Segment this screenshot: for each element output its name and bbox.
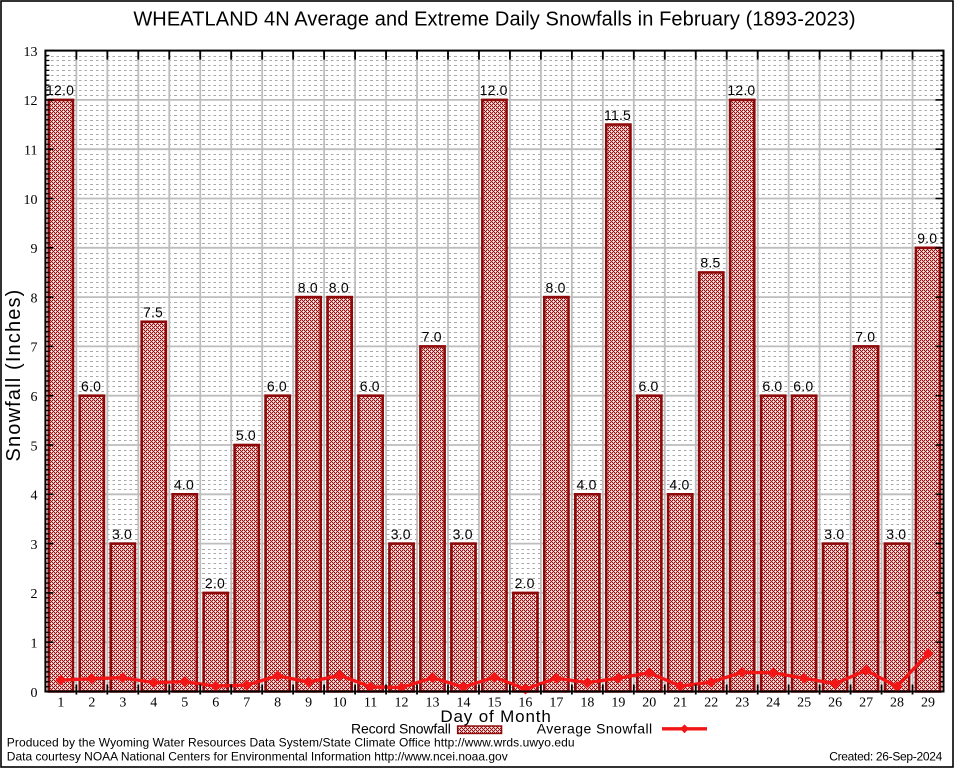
svg-text:3.0: 3.0 [391, 526, 411, 542]
svg-text:5: 5 [31, 439, 38, 454]
svg-text:13: 13 [426, 696, 440, 711]
svg-text:6.0: 6.0 [793, 378, 813, 394]
svg-text:5: 5 [181, 696, 188, 711]
svg-text:16: 16 [518, 696, 532, 711]
svg-text:10: 10 [333, 696, 347, 711]
svg-text:11.5: 11.5 [604, 107, 631, 123]
svg-text:29: 29 [921, 696, 935, 711]
svg-text:11: 11 [364, 696, 377, 711]
svg-text:3.0: 3.0 [453, 526, 473, 542]
svg-text:20: 20 [642, 696, 656, 711]
svg-text:Data courtesy NOAA National Ce: Data courtesy NOAA National Centers for … [7, 749, 508, 763]
svg-text:7: 7 [31, 341, 38, 356]
svg-text:4.0: 4.0 [669, 477, 689, 493]
svg-text:22: 22 [704, 696, 718, 711]
svg-text:3: 3 [31, 538, 38, 553]
svg-text:6.0: 6.0 [81, 378, 101, 394]
svg-text:9: 9 [31, 242, 38, 257]
svg-text:4: 4 [150, 696, 157, 711]
svg-text:21: 21 [673, 696, 687, 711]
svg-text:2.0: 2.0 [205, 575, 225, 591]
svg-text:Created: 26-Sep-2024: Created: 26-Sep-2024 [829, 749, 942, 763]
svg-text:3.0: 3.0 [886, 526, 906, 542]
svg-text:WHEATLAND 4N Average and Extre: WHEATLAND 4N Average and Extreme Daily S… [133, 9, 855, 31]
svg-text:12: 12 [395, 696, 409, 711]
svg-text:12.0: 12.0 [480, 82, 508, 98]
svg-text:7.5: 7.5 [143, 304, 163, 320]
svg-text:26: 26 [828, 696, 842, 711]
svg-text:19: 19 [611, 696, 625, 711]
svg-text:Record Snowfall: Record Snowfall [351, 721, 451, 737]
svg-text:24: 24 [766, 696, 780, 711]
svg-text:6.0: 6.0 [360, 378, 380, 394]
svg-text:8.0: 8.0 [329, 279, 349, 295]
svg-text:7.0: 7.0 [855, 329, 875, 345]
svg-text:8.0: 8.0 [298, 279, 318, 295]
svg-text:2: 2 [31, 587, 38, 602]
svg-text:8.0: 8.0 [546, 279, 566, 295]
svg-text:0: 0 [31, 686, 38, 701]
svg-text:9: 9 [305, 696, 312, 711]
svg-text:6: 6 [212, 696, 219, 711]
svg-text:Day of Month: Day of Month [440, 707, 551, 726]
svg-text:2: 2 [88, 696, 95, 711]
svg-text:3.0: 3.0 [112, 526, 132, 542]
svg-text:2.0: 2.0 [515, 575, 535, 591]
svg-text:4.0: 4.0 [174, 477, 194, 493]
svg-text:18: 18 [580, 696, 594, 711]
svg-text:13: 13 [24, 45, 38, 60]
svg-text:Produced by the Wyoming Water: Produced by the Wyoming Water Resources … [7, 736, 575, 750]
svg-text:4.0: 4.0 [577, 477, 597, 493]
svg-text:3.0: 3.0 [824, 526, 844, 542]
svg-text:6.0: 6.0 [638, 378, 658, 394]
svg-text:1: 1 [57, 696, 64, 711]
svg-text:23: 23 [735, 696, 749, 711]
svg-text:12.0: 12.0 [727, 82, 755, 98]
svg-text:Snowfall (Inches): Snowfall (Inches) [3, 289, 25, 462]
svg-text:17: 17 [549, 696, 563, 711]
svg-text:6: 6 [31, 390, 38, 405]
svg-text:9.0: 9.0 [917, 230, 937, 246]
svg-text:1: 1 [31, 637, 38, 652]
svg-text:5.0: 5.0 [236, 427, 256, 443]
svg-text:12.0: 12.0 [46, 82, 74, 98]
svg-text:11: 11 [24, 144, 37, 159]
svg-text:7: 7 [243, 696, 250, 711]
svg-text:6.0: 6.0 [762, 378, 782, 394]
svg-text:8.5: 8.5 [700, 255, 720, 271]
svg-text:28: 28 [890, 696, 904, 711]
svg-text:7.0: 7.0 [422, 329, 442, 345]
svg-text:3: 3 [119, 696, 126, 711]
svg-text:8: 8 [31, 291, 38, 306]
svg-text:8: 8 [274, 696, 281, 711]
svg-text:10: 10 [24, 193, 38, 208]
svg-text:27: 27 [859, 696, 873, 711]
svg-text:14: 14 [456, 696, 470, 711]
svg-text:15: 15 [487, 696, 501, 711]
svg-text:Average Snowfall: Average Snowfall [537, 721, 653, 737]
svg-text:4: 4 [31, 489, 38, 504]
svg-text:25: 25 [797, 696, 811, 711]
svg-text:12: 12 [24, 94, 38, 109]
svg-text:6.0: 6.0 [267, 378, 287, 394]
